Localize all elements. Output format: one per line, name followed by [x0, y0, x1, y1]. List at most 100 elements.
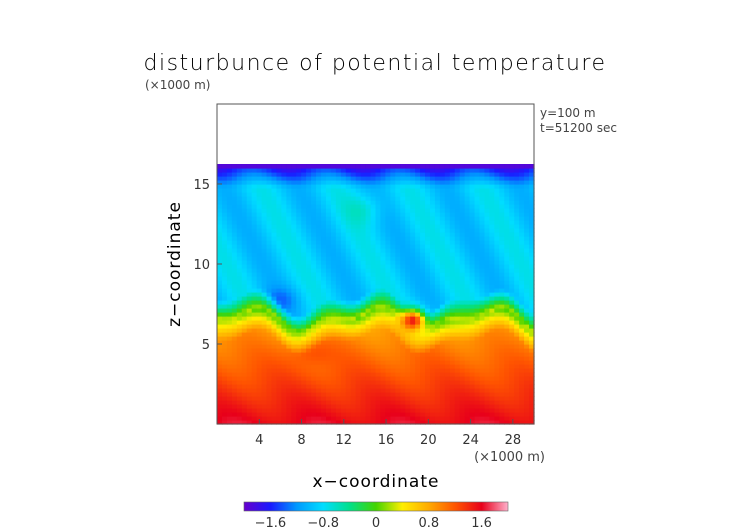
heatmap-cell — [286, 328, 292, 333]
heatmap-cell — [469, 416, 476, 421]
heatmap-cell — [291, 172, 297, 177]
heatmap-cell — [335, 224, 342, 229]
heatmap-cell — [330, 252, 337, 257]
heatmap-cell — [400, 244, 406, 249]
heatmap-cell — [415, 240, 421, 245]
heatmap-cell — [271, 260, 278, 265]
heatmap-cell — [479, 296, 486, 301]
heatmap-cell — [321, 384, 327, 389]
heatmap-cell — [301, 336, 307, 341]
heatmap-cell — [350, 248, 357, 253]
heatmap-cell — [509, 204, 515, 209]
heatmap-cell — [261, 228, 268, 233]
heatmap-cell — [524, 220, 530, 225]
heatmap-cell — [340, 376, 347, 381]
heatmap-cell — [256, 348, 263, 353]
heatmap-cell — [296, 332, 302, 337]
heatmap-cell — [390, 296, 396, 301]
heatmap-cell — [330, 312, 337, 317]
heatmap-cell — [335, 416, 342, 421]
heatmap-cell — [434, 184, 441, 189]
heatmap-cell — [524, 304, 530, 309]
heatmap-cell — [519, 384, 525, 389]
heatmap-cell — [469, 268, 476, 273]
heatmap-cell — [256, 220, 263, 225]
heatmap-cell — [335, 196, 342, 201]
heatmap-cell — [350, 304, 357, 309]
heatmap-cell — [425, 416, 431, 421]
heatmap-cell — [330, 164, 337, 169]
heatmap-cell — [340, 348, 347, 353]
heatmap-cell — [459, 248, 466, 253]
heatmap-cell — [439, 260, 446, 265]
heatmap-cell — [325, 308, 332, 313]
heatmap-cell — [400, 216, 406, 221]
heatmap-cell — [509, 344, 515, 349]
heatmap-cell — [360, 176, 367, 181]
heatmap-cell — [395, 268, 401, 273]
heatmap-cell — [335, 312, 342, 317]
heatmap-cell — [241, 376, 248, 381]
y-tick-label: 10 — [193, 258, 210, 273]
heatmap-cell — [306, 412, 312, 417]
heatmap-cell — [375, 228, 382, 233]
heatmap-cell — [439, 284, 446, 289]
heatmap-cell — [217, 292, 223, 297]
heatmap-cell — [474, 300, 481, 305]
heatmap-cell — [261, 240, 268, 245]
heatmap-cell — [276, 268, 282, 273]
heatmap-cell — [420, 412, 426, 417]
heatmap-cell — [410, 384, 416, 389]
heatmap-cell — [420, 272, 426, 277]
heatmap-cell — [340, 272, 347, 277]
heatmap-cell — [316, 396, 322, 401]
heatmap-cell — [479, 316, 486, 321]
heatmap-cell — [425, 396, 431, 401]
heatmap-cell — [291, 332, 297, 337]
heatmap-cell — [301, 388, 307, 393]
heatmap-cell — [291, 192, 297, 197]
heatmap-cell — [454, 360, 461, 365]
heatmap-cell — [524, 164, 530, 169]
heatmap-cell — [271, 228, 278, 233]
heatmap-cell — [425, 392, 431, 397]
heatmap-cell — [464, 412, 471, 417]
heatmap-cell — [251, 300, 258, 305]
heatmap-cell — [519, 368, 525, 373]
heatmap-cell — [454, 420, 461, 425]
heatmap-cell — [281, 196, 287, 201]
heatmap-cell — [429, 380, 436, 385]
heatmap-cell — [296, 388, 302, 393]
heatmap-cell — [355, 208, 362, 213]
heatmap-cell — [434, 216, 441, 221]
heatmap-cell — [316, 364, 322, 369]
heatmap-cell — [494, 420, 500, 425]
heatmap-cell — [256, 292, 263, 297]
heatmap-cell — [271, 408, 278, 413]
heatmap-cell — [469, 344, 476, 349]
heatmap-cell — [454, 236, 461, 241]
heatmap-cell — [241, 388, 248, 393]
heatmap-cell — [276, 368, 282, 373]
heatmap-cell — [434, 192, 441, 197]
heatmap-cell — [519, 248, 525, 253]
heatmap-cell — [276, 300, 282, 305]
heatmap-cell — [325, 236, 332, 241]
heatmap-cell — [474, 240, 481, 245]
heatmap-cell — [335, 264, 342, 269]
heatmap-cell — [410, 360, 416, 365]
heatmap-cell — [504, 324, 510, 329]
heatmap-cell — [281, 308, 287, 313]
heatmap-cell — [529, 216, 535, 221]
heatmap-cell — [217, 216, 223, 221]
heatmap-cell — [494, 240, 500, 245]
heatmap-cell — [395, 280, 401, 285]
heatmap-cell — [241, 356, 248, 361]
heatmap-cell — [217, 336, 223, 341]
heatmap-cell — [266, 288, 273, 293]
heatmap-cell — [340, 416, 347, 421]
heatmap-cell — [509, 164, 515, 169]
heatmap-cell — [385, 308, 391, 313]
heatmap-cell — [296, 228, 302, 233]
